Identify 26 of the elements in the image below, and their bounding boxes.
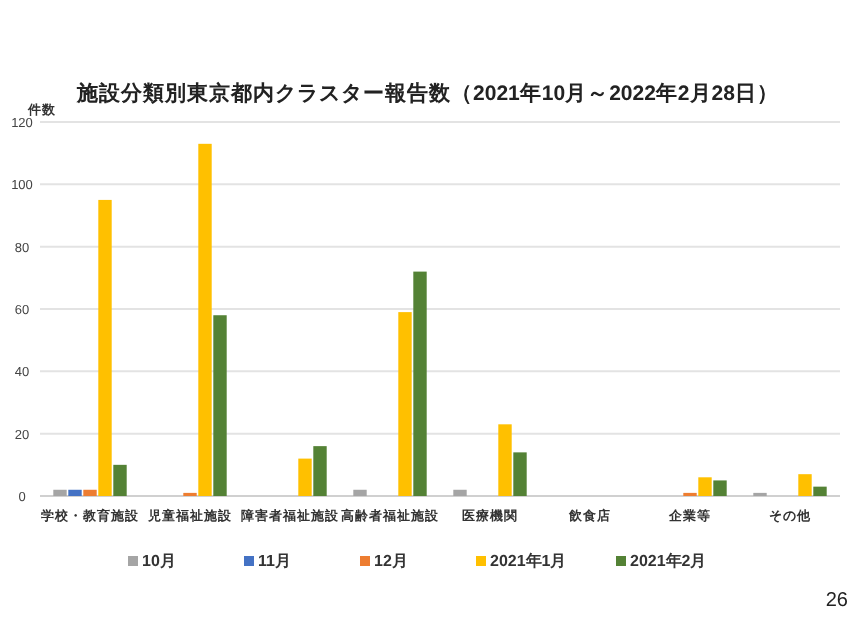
- bar: [53, 489, 67, 496]
- bar: [498, 424, 512, 496]
- bar: [798, 474, 812, 496]
- legend-label: 2021年2月: [630, 552, 707, 570]
- legend-label: 10月: [142, 552, 176, 570]
- bar: [413, 271, 427, 496]
- bar: [813, 486, 827, 496]
- bar: [83, 489, 97, 496]
- bar: [198, 143, 212, 496]
- bar: [68, 489, 82, 496]
- legend-label: 2021年1月: [490, 552, 567, 570]
- bar: [513, 452, 527, 496]
- bar: [698, 477, 712, 496]
- bar: [353, 489, 367, 496]
- legend-label: 11月: [258, 552, 291, 570]
- bar: [713, 480, 727, 496]
- bar: [398, 312, 412, 496]
- bar: [98, 199, 112, 496]
- legend-label: 12月: [374, 552, 408, 570]
- bar: [313, 446, 327, 496]
- bar: [213, 315, 227, 496]
- bar: [298, 458, 312, 496]
- bar: [113, 464, 127, 496]
- text: 26: [825, 590, 849, 612]
- chart-title: 施設分類別東京都内クラスター報告数（2021年10月～2022年2月28日）: [75, 80, 779, 106]
- bar: [453, 489, 467, 496]
